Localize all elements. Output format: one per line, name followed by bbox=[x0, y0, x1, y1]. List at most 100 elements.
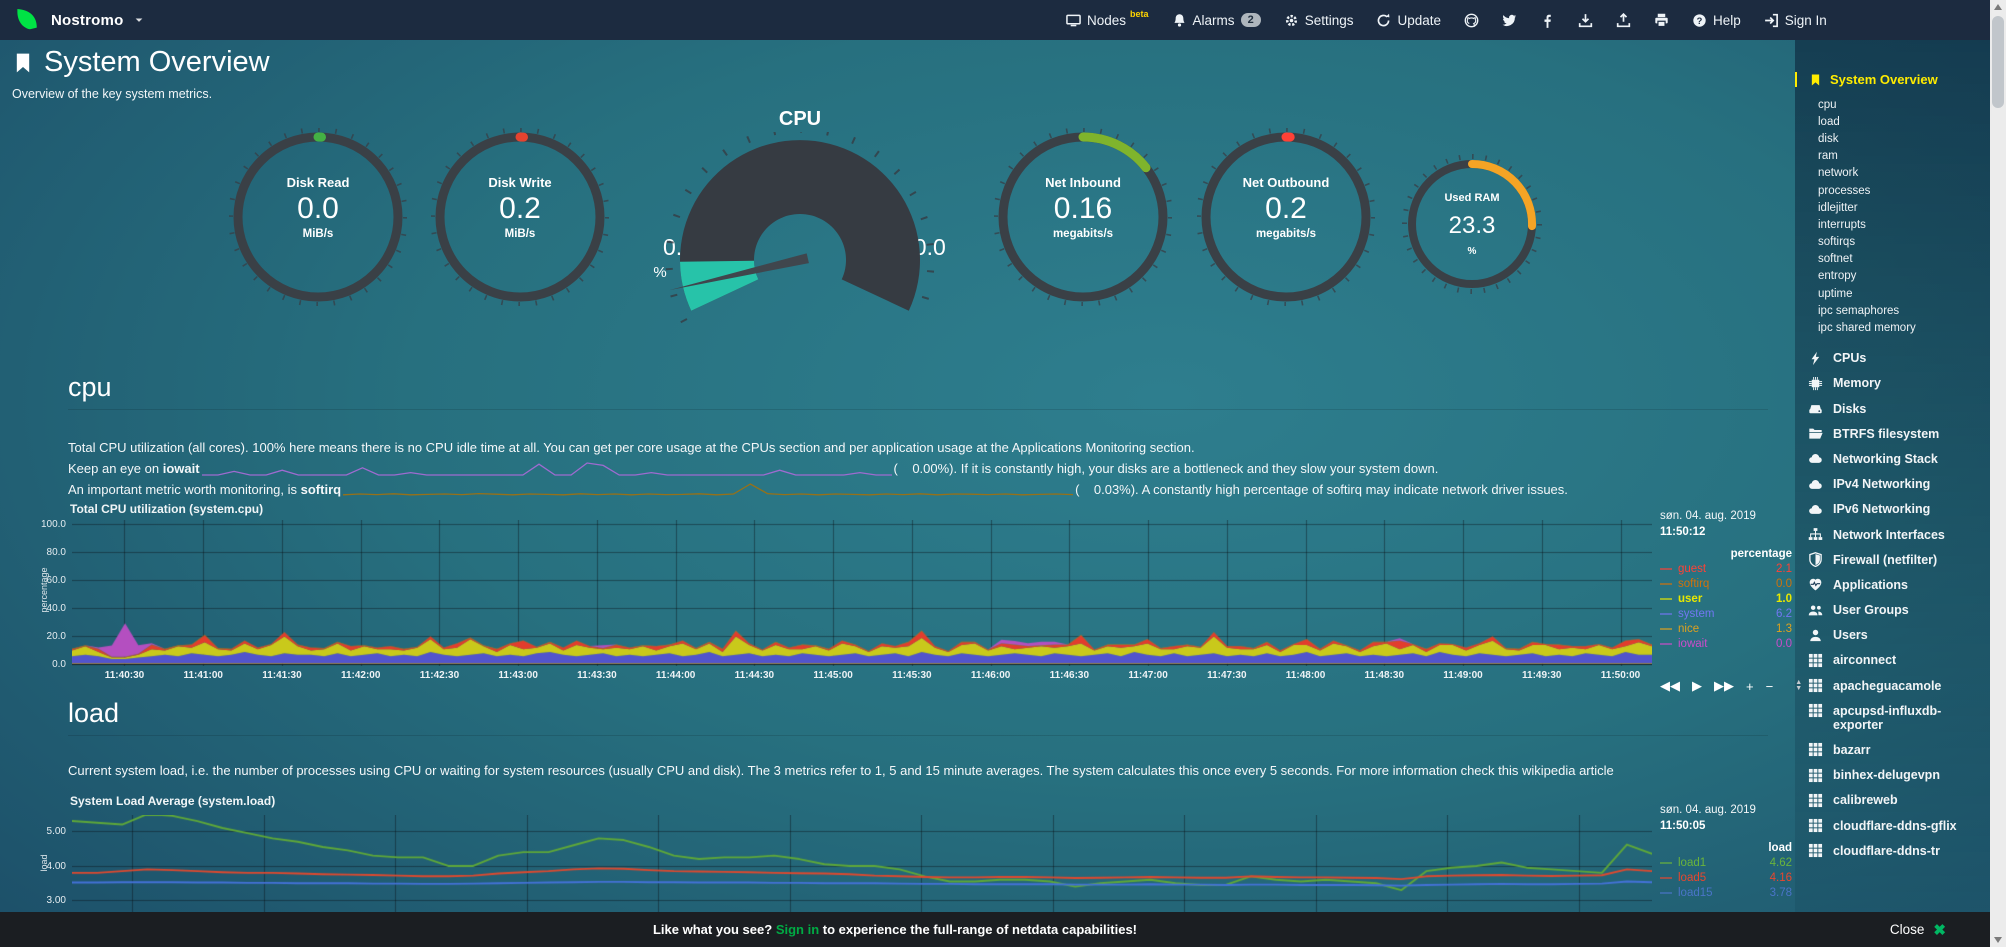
sidebar-item-network-interfaces[interactable]: Network Interfaces bbox=[1795, 522, 1990, 547]
sidebar-subitem-interrupts[interactable]: interrupts bbox=[1818, 218, 1866, 231]
sidebar-subitem-load[interactable]: load bbox=[1818, 115, 1840, 128]
nav-item-facebook[interactable] bbox=[1540, 13, 1555, 28]
sidebar-item-ipv6-networking[interactable]: IPv6 Networking bbox=[1795, 497, 1990, 522]
scrollbar[interactable] bbox=[1990, 0, 2006, 947]
nav-item-twitter[interactable] bbox=[1502, 13, 1517, 28]
sidebar-item-firewall-netfilter-[interactable]: Firewall (netfilter) bbox=[1795, 547, 1990, 572]
sidebar-item-disks[interactable]: Disks bbox=[1795, 396, 1990, 421]
sidebar-item-system-overview[interactable]: System Overview bbox=[1795, 72, 1990, 87]
nav-item-print[interactable] bbox=[1654, 13, 1669, 28]
gauge-disk-read[interactable]: Disk Read 0.0 MiB/s bbox=[228, 127, 408, 307]
sidebar-subitem-network[interactable]: network bbox=[1818, 167, 1859, 180]
chevron-down-icon[interactable] bbox=[133, 14, 145, 26]
skip-forward-icon[interactable]: ▶▶ bbox=[1714, 678, 1734, 693]
system-load-chart[interactable]: System Load Average (system.load) load 3.0… bbox=[0, 792, 1810, 942]
nav-item-signin[interactable]: Sign In bbox=[1764, 13, 1827, 28]
cpu-utilization-chart[interactable]: Total CPU utilization (system.cpu) percen… bbox=[0, 500, 1810, 696]
softirq-sparkline bbox=[343, 482, 1074, 497]
legend-entry-load1[interactable]: load1 4.62 bbox=[1660, 857, 1792, 869]
zoom-in-icon[interactable]: + bbox=[1746, 678, 1754, 694]
svg-text:?: ? bbox=[1697, 15, 1703, 25]
x-tick-label: 11:48:00 bbox=[1285, 670, 1326, 681]
sidebar-subitem-ipc-semaphores[interactable]: ipc semaphores bbox=[1818, 304, 1900, 317]
sidebar-item-users[interactable]: Users bbox=[1795, 623, 1990, 648]
sidebar-item-apacheguacamole[interactable]: apacheguacamole bbox=[1795, 673, 1990, 698]
gauge-net-outbound[interactable]: Net Outbound 0.2 megabits/s bbox=[1196, 127, 1376, 307]
bolt-icon bbox=[1808, 351, 1823, 366]
cpu-gauge-dial bbox=[665, 132, 935, 324]
signin-link[interactable]: Sign in bbox=[775, 922, 820, 937]
cpu-gauge[interactable]: CPU 10.5 0.0 100.0 % bbox=[620, 106, 980, 324]
legend-entry-guest[interactable]: guest 2.1 bbox=[1660, 563, 1792, 575]
legend-entry-user[interactable]: user 1.0 bbox=[1660, 593, 1792, 605]
legend-entry-iowait[interactable]: iowait 0.0 bbox=[1660, 638, 1792, 650]
cpu-section-description: Total CPU utilization (all cores). 100% … bbox=[68, 440, 1568, 497]
sidebar-item-cloudflare-ddns-gflix[interactable]: cloudflare-ddns-gflix bbox=[1795, 813, 1990, 838]
sidebar-item-apcupsd-influxdb-exporter[interactable]: apcupsd-influxdb-exporter bbox=[1795, 698, 1990, 737]
sidebar-subitem-uptime[interactable]: uptime bbox=[1818, 287, 1853, 300]
zoom-out-icon[interactable]: − bbox=[1765, 678, 1774, 694]
sidebar-subitem-idlejitter[interactable]: idlejitter bbox=[1818, 201, 1858, 214]
sidebar-item-airconnect[interactable]: airconnect bbox=[1795, 648, 1990, 673]
nav-item-help[interactable]: ? Help bbox=[1692, 13, 1741, 28]
nav-item-alarms[interactable]: Alarms 2 bbox=[1172, 13, 1261, 28]
netdata-logo-icon[interactable] bbox=[14, 5, 41, 35]
beta-badge: beta bbox=[1130, 9, 1149, 19]
nav-item-upload[interactable] bbox=[1616, 12, 1631, 28]
skip-back-icon[interactable]: ◀◀ bbox=[1660, 678, 1680, 693]
play-icon[interactable]: ▶ bbox=[1692, 678, 1702, 693]
scroll-up-arrow-icon[interactable] bbox=[1994, 4, 2002, 10]
sidebar-subitem-softirqs[interactable]: softirqs bbox=[1818, 236, 1856, 249]
cloud-icon bbox=[1808, 502, 1823, 517]
legend-entry-nice[interactable]: nice 1.3 bbox=[1660, 623, 1792, 635]
x-tick-label: 11:46:30 bbox=[1049, 670, 1090, 681]
sidebar-item-cpus[interactable]: CPUs bbox=[1795, 346, 1990, 371]
sidebar-subitem-processes[interactable]: processes bbox=[1818, 184, 1871, 197]
sidebar-item-ipv4-networking[interactable]: IPv4 Networking bbox=[1795, 472, 1990, 497]
sidebar-item-calibreweb[interactable]: calibreweb bbox=[1795, 788, 1990, 813]
chart-title: Total CPU utilization (system.cpu) bbox=[70, 502, 264, 516]
cloud-icon bbox=[1808, 451, 1823, 466]
chart-toolbar: ◀◀▶▶▶+−▲▼ bbox=[1660, 678, 1802, 694]
nav-item-download[interactable] bbox=[1578, 13, 1593, 28]
sidebar-subitem-softnet[interactable]: softnet bbox=[1818, 253, 1853, 266]
sidebar-subitem-ram[interactable]: ram bbox=[1818, 150, 1838, 163]
x-tick-label: 11:45:00 bbox=[813, 670, 853, 681]
bookmark-icon bbox=[12, 50, 34, 76]
sidebar-item-bazarr[interactable]: bazarr bbox=[1795, 737, 1990, 762]
help-icon: ? bbox=[1692, 13, 1707, 28]
update-icon bbox=[1376, 13, 1391, 28]
chart-canvas[interactable] bbox=[72, 815, 1652, 917]
sidebar-item-applications[interactable]: Applications bbox=[1795, 572, 1990, 597]
chart-canvas[interactable] bbox=[72, 520, 1652, 666]
nav-item-github[interactable] bbox=[1464, 13, 1479, 28]
navbar-actions: Nodes beta Alarms 2 Settings Update ? Help Sign … bbox=[1066, 0, 1827, 40]
nav-item-update[interactable]: Update bbox=[1376, 13, 1441, 28]
cloud-icon bbox=[1808, 477, 1823, 492]
sidebar-subitem-ipc-shared-memory[interactable]: ipc shared memory bbox=[1818, 322, 1916, 335]
sidebar-item-memory[interactable]: Memory bbox=[1795, 371, 1990, 396]
page-subtitle: Overview of the key system metrics. bbox=[12, 87, 213, 101]
close-button[interactable]: Close ✖ bbox=[1889, 921, 1946, 939]
sidebar-item-user-groups[interactable]: User Groups bbox=[1795, 598, 1990, 623]
scrollbar-thumb[interactable] bbox=[1992, 16, 2004, 108]
nav-item-nodes[interactable]: Nodes beta bbox=[1066, 9, 1149, 28]
gauge-net-inbound[interactable]: Net Inbound 0.16 megabits/s bbox=[993, 127, 1173, 307]
legend-entry-load15[interactable]: load15 3.78 bbox=[1660, 887, 1792, 899]
hostname[interactable]: Nostromo bbox=[51, 11, 124, 29]
legend-entry-system[interactable]: system 6.2 bbox=[1660, 608, 1792, 620]
legend-entry-softirq[interactable]: softirq 0.0 bbox=[1660, 578, 1792, 590]
gauge-used-ram[interactable]: Used RAM 23.3% bbox=[1402, 154, 1542, 294]
gauge-disk-write[interactable]: Disk Write 0.2 MiB/s bbox=[430, 127, 610, 307]
scroll-down-arrow-icon[interactable] bbox=[1994, 937, 2002, 943]
sidebar-subitem-entropy[interactable]: entropy bbox=[1818, 270, 1857, 283]
sidebar-item-cloudflare-ddns-tr[interactable]: cloudflare-ddns-tr bbox=[1795, 838, 1990, 863]
sidebar-item-btrfs-filesystem[interactable]: BTRFS filesystem bbox=[1795, 421, 1990, 446]
nav-item-settings[interactable]: Settings bbox=[1284, 13, 1353, 28]
sidebar-item-binhex-delugevpn[interactable]: binhex-delugevpn bbox=[1795, 763, 1990, 788]
sidebar-item-networking-stack[interactable]: Networking Stack bbox=[1795, 446, 1990, 471]
y-tick-label: 100.0 bbox=[40, 519, 66, 530]
sidebar-subitem-cpu[interactable]: cpu bbox=[1818, 98, 1837, 111]
legend-entry-load5[interactable]: load5 4.16 bbox=[1660, 872, 1792, 884]
sidebar-subitem-disk[interactable]: disk bbox=[1818, 132, 1839, 145]
